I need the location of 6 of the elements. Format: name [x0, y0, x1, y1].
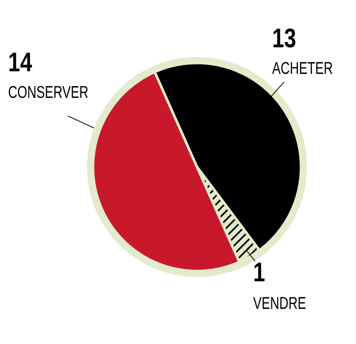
data-label: 1 [254, 262, 265, 282]
slice-label: ACHETER [272, 62, 332, 74]
slice-label: VENDRE [253, 297, 306, 309]
slice-label: CONSERVER [8, 86, 88, 98]
data-label: 13 [274, 28, 296, 48]
data-label: 14 [10, 52, 32, 72]
